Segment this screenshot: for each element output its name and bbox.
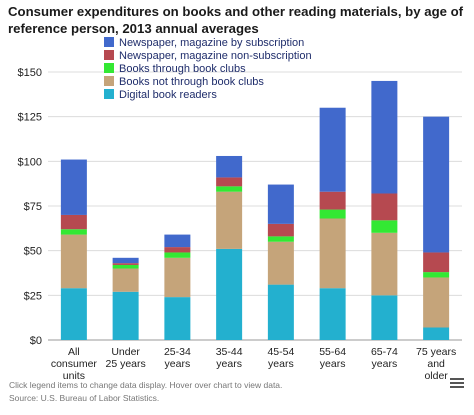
footnote: Click legend items to change data displa… bbox=[9, 380, 283, 390]
legend-label: Newspaper, magazine non-subscription bbox=[119, 50, 312, 62]
bar-segment[interactable]: Newspaper, magazine by subscription: 47 bbox=[319, 107, 346, 192]
bar-segment[interactable]: Newspaper, magazine by subscription: 76 bbox=[423, 116, 450, 253]
x-tick-label: 75 years bbox=[416, 346, 456, 358]
y-tick-label: $25 bbox=[24, 290, 42, 302]
bar-segment[interactable]: Books not through book clubs: 13 bbox=[112, 268, 139, 292]
bar-segment[interactable]: Digital book readers: 25 bbox=[371, 295, 398, 340]
legend-swatch bbox=[104, 76, 114, 86]
bar-segment[interactable]: Books not through book clubs: 30 bbox=[60, 234, 87, 289]
bar-segment[interactable]: Books not through book clubs: 22 bbox=[164, 257, 191, 298]
bar-segment[interactable]: Digital book readers: 29 bbox=[319, 288, 346, 340]
bar-segment[interactable]: Newspaper, magazine non-subscription: 1 bbox=[112, 263, 139, 265]
bar-segment[interactable]: Books through book clubs: 7 bbox=[371, 220, 398, 233]
x-tick-label: years bbox=[320, 358, 346, 370]
legend: Newspaper, magazine by subscriptionNewsp… bbox=[104, 37, 312, 101]
bar-segment[interactable]: Newspaper, magazine non-subscription: 15 bbox=[371, 193, 398, 221]
bar-segment[interactable]: Books not through book clubs: 35 bbox=[371, 232, 398, 296]
bar-segment[interactable]: Books through book clubs: 2 bbox=[112, 264, 139, 269]
x-tick-label: years bbox=[216, 358, 242, 370]
y-tick-label: $125 bbox=[18, 112, 42, 124]
bar-segment[interactable]: Digital book readers: 7 bbox=[423, 327, 450, 340]
bar-segment[interactable]: Newspaper, magazine by subscription: 3 bbox=[112, 257, 139, 264]
y-tick-label: $150 bbox=[18, 67, 42, 79]
bar-segment[interactable]: Books through book clubs: 5 bbox=[319, 209, 346, 219]
legend-item[interactable]: Books not through book clubs bbox=[104, 76, 264, 88]
gridlines bbox=[48, 71, 462, 341]
hamburger-menu-icon[interactable] bbox=[450, 376, 464, 390]
bar-segment[interactable]: Newspaper, magazine non-subscription: 11 bbox=[423, 252, 450, 273]
bar-segment[interactable]: Digital book readers: 24 bbox=[164, 297, 191, 340]
bar-segment[interactable]: Books not through book clubs: 28 bbox=[423, 277, 450, 328]
x-tick-label: 35-44 bbox=[216, 346, 243, 358]
x-tick-label: older bbox=[424, 370, 448, 382]
x-tick-label: years bbox=[268, 358, 294, 370]
x-tick-label: years bbox=[372, 358, 398, 370]
bar-segment[interactable]: Newspaper, magazine non-subscription: 8 bbox=[60, 214, 87, 230]
bar-segment[interactable]: Books not through book clubs: 24 bbox=[267, 241, 294, 285]
legend-label: Books not through book clubs bbox=[119, 76, 264, 88]
x-tick-label: 25 years bbox=[105, 358, 145, 370]
x-tick-label: Under bbox=[111, 346, 140, 358]
y-tick-label: $75 bbox=[24, 201, 42, 213]
legend-swatch bbox=[104, 50, 114, 60]
bar-segment[interactable]: Newspaper, magazine non-subscription: 7 bbox=[267, 223, 294, 237]
legend-item[interactable]: Newspaper, magazine by subscription bbox=[104, 37, 304, 49]
bar-segment[interactable]: Newspaper, magazine by subscription: 31 bbox=[60, 159, 87, 215]
bar-segment[interactable]: Books through book clubs: 3 bbox=[423, 272, 450, 278]
bar-segment[interactable]: Books not through book clubs: 39 bbox=[319, 218, 346, 289]
x-tick-label: and bbox=[427, 358, 445, 370]
y-tick-label: $100 bbox=[18, 156, 42, 168]
bar-segment[interactable]: Newspaper, magazine by subscription: 12 bbox=[216, 155, 243, 178]
bar-segment[interactable]: Newspaper, magazine by subscription: 7 bbox=[164, 234, 191, 248]
bars: Digital book readers: 29Books not throug… bbox=[60, 80, 450, 340]
legend-item[interactable]: Digital book readers bbox=[104, 89, 217, 101]
legend-swatch bbox=[104, 37, 114, 47]
x-tick-label: units bbox=[63, 370, 85, 382]
bar-segment[interactable]: Newspaper, magazine non-subscription: 3 bbox=[164, 247, 191, 253]
y-axis-ticks: $0 $25 $50 $75 $100 $125 $150 bbox=[18, 67, 42, 347]
legend-swatch bbox=[104, 63, 114, 73]
legend-label: Books through book clubs bbox=[119, 63, 246, 75]
bar-segment[interactable]: Newspaper, magazine by subscription: 22 bbox=[267, 184, 294, 224]
bar-segment[interactable]: Digital book readers: 31 bbox=[267, 284, 294, 340]
bar-segment[interactable]: Books through book clubs: 3 bbox=[267, 236, 294, 242]
legend-item[interactable]: Newspaper, magazine non-subscription bbox=[104, 50, 312, 62]
x-tick-label: 25-34 bbox=[164, 346, 191, 358]
bar-segment[interactable]: Newspaper, magazine non-subscription: 10 bbox=[319, 191, 346, 210]
bar-segment[interactable]: Digital book readers: 51 bbox=[216, 248, 243, 340]
x-tick-label: 65-74 bbox=[371, 346, 398, 358]
bar-segment[interactable]: Newspaper, magazine non-subscription: 5 bbox=[216, 177, 243, 187]
x-tick-label: All bbox=[68, 346, 80, 358]
y-tick-label: $0 bbox=[30, 335, 42, 347]
bar-segment[interactable]: Digital book readers: 29 bbox=[60, 288, 87, 340]
bar-segment[interactable]: Newspaper, magazine by subscription: 63 bbox=[371, 80, 398, 194]
bar-segment[interactable]: Books through book clubs: 3 bbox=[164, 252, 191, 258]
x-tick-label: consumer bbox=[51, 358, 98, 370]
source-note: Source: U.S. Bureau of Labor Statistics. bbox=[9, 393, 160, 403]
chart-title: Consumer expenditures on books and other… bbox=[8, 4, 464, 36]
bar-segment[interactable]: Digital book readers: 27 bbox=[112, 291, 139, 340]
x-tick-label: years bbox=[165, 358, 191, 370]
legend-item[interactable]: Books through book clubs bbox=[104, 63, 246, 75]
bar-segment[interactable]: Books through book clubs: 3 bbox=[216, 186, 243, 192]
bar-segment[interactable]: Books through book clubs: 3 bbox=[60, 229, 87, 235]
legend-label: Digital book readers bbox=[119, 89, 217, 101]
x-tick-label: 45-54 bbox=[267, 346, 294, 358]
x-tick-label: 55-64 bbox=[319, 346, 346, 358]
bar-segment[interactable]: Books not through book clubs: 32 bbox=[216, 191, 243, 249]
legend-swatch bbox=[104, 89, 114, 99]
y-tick-label: $50 bbox=[24, 246, 42, 258]
legend-label: Newspaper, magazine by subscription bbox=[119, 37, 304, 49]
